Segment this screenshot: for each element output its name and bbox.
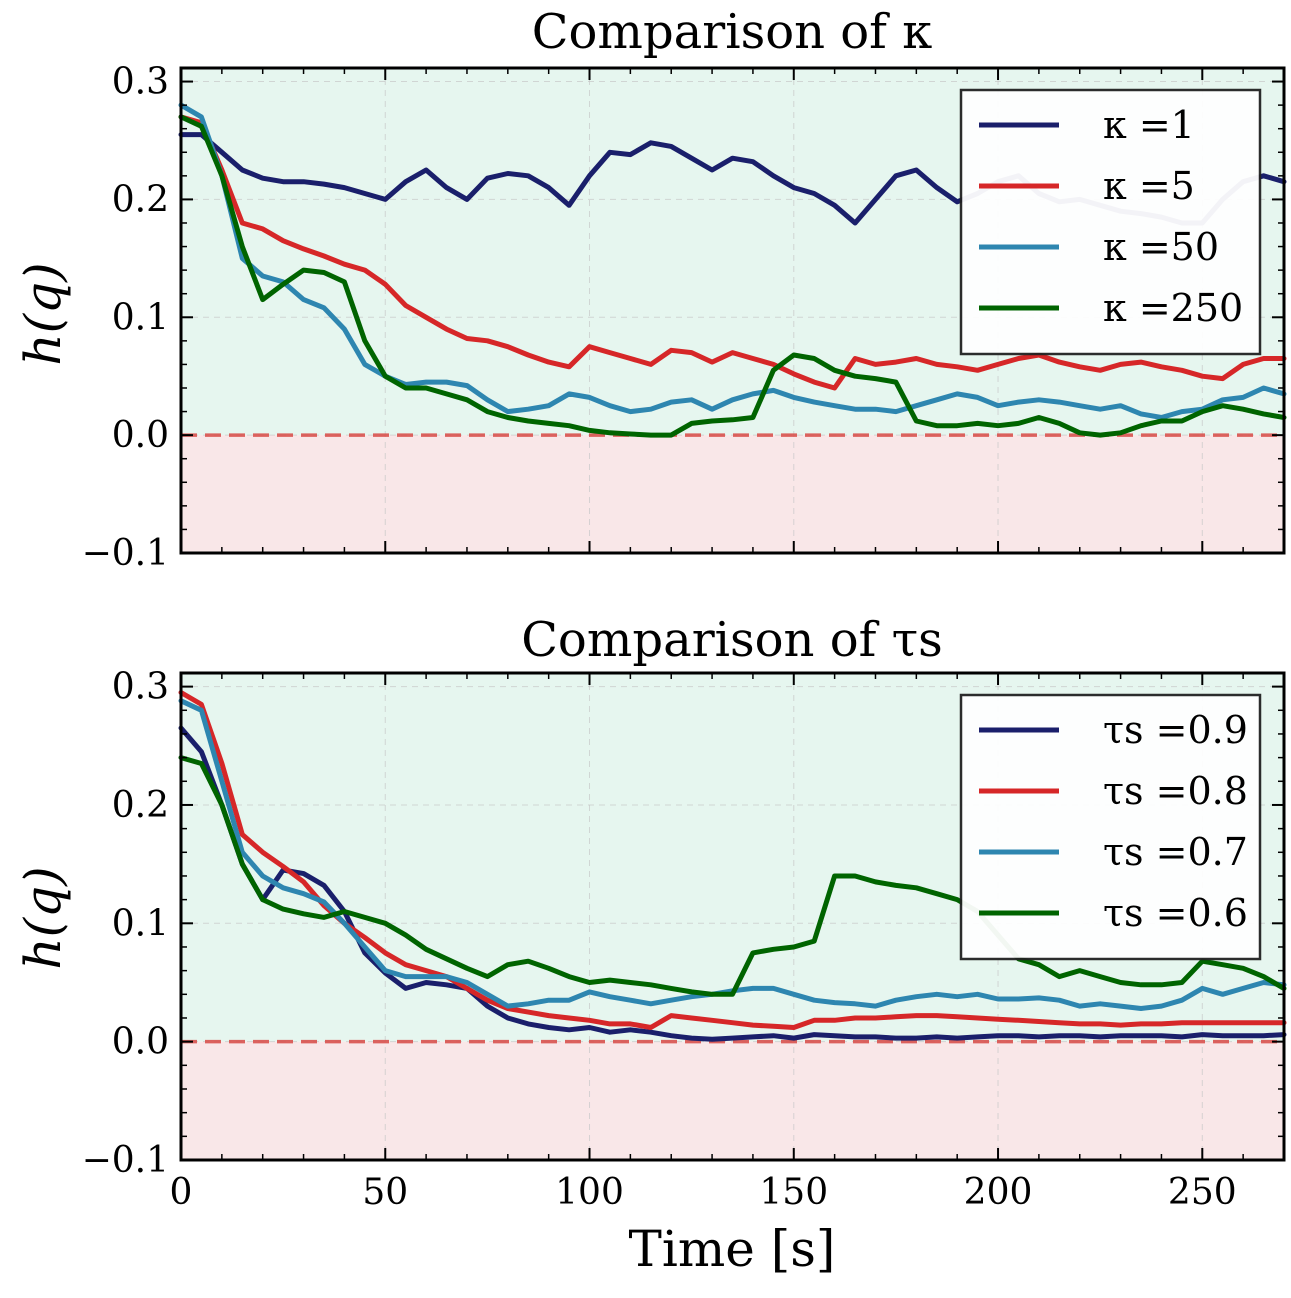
y-tick-label: 0.0	[112, 1022, 169, 1063]
x-tick-label: 50	[362, 1172, 408, 1213]
y-tick-label: −0.1	[82, 1140, 169, 1181]
x-tick-label: 200	[964, 1172, 1033, 1213]
chart-title: Comparison of τs	[521, 612, 943, 668]
plot-frame	[179, 671, 1286, 1162]
y-tick-label: 0.2	[112, 179, 169, 220]
series-line-3	[178, 755, 1287, 997]
legend-label: τs =0.7	[1103, 830, 1248, 874]
y-tick-label: 0.1	[112, 903, 169, 944]
legend-label: κ =1	[1103, 103, 1195, 147]
series-line-1	[178, 114, 1287, 391]
series-line-0	[178, 725, 1287, 1042]
y-tick-label: −0.1	[82, 533, 169, 574]
unsafe-region	[181, 1041, 1284, 1160]
y-tick-label: 0.3	[112, 62, 169, 103]
legend-label: τs =0.6	[1103, 891, 1248, 935]
legend-label: κ =250	[1103, 286, 1243, 330]
x-tick-label: 100	[555, 1172, 624, 1213]
x-tick-label: 150	[759, 1172, 828, 1213]
series-line-1	[178, 690, 1287, 1030]
panel-kappa: Comparison of κ h(q) −0.1 0.0 0.1 0.2 0.3 κ =…	[14, 4, 1287, 574]
plot-frame	[179, 66, 1286, 555]
y-axis-label: h(q)	[14, 262, 72, 365]
series-line-3	[178, 114, 1287, 438]
x-axis-label: Time [s]	[629, 1220, 836, 1278]
y-tick-label: 0.3	[112, 667, 169, 708]
x-tick-label: 250	[1168, 1172, 1237, 1213]
series-line-2	[178, 102, 1287, 420]
x-tick-label: 0	[170, 1172, 193, 1213]
panel-tau: Comparison of τs h(q) −0.1 0.0 0.1 0.2 0.3 0 5…	[14, 612, 1287, 1213]
legend-label: τs =0.9	[1103, 708, 1248, 752]
y-tick-label: 0.1	[112, 297, 169, 338]
y-axis-label: h(q)	[14, 866, 72, 969]
legend-label: κ =5	[1103, 164, 1195, 208]
y-tick-label: 0.2	[112, 785, 169, 826]
legend-label: κ =50	[1103, 225, 1219, 269]
legend-label: τs =0.8	[1103, 769, 1248, 813]
unsafe-region	[181, 435, 1284, 553]
chart-title: Comparison of κ	[532, 4, 932, 60]
y-tick-label: 0.0	[112, 415, 169, 456]
